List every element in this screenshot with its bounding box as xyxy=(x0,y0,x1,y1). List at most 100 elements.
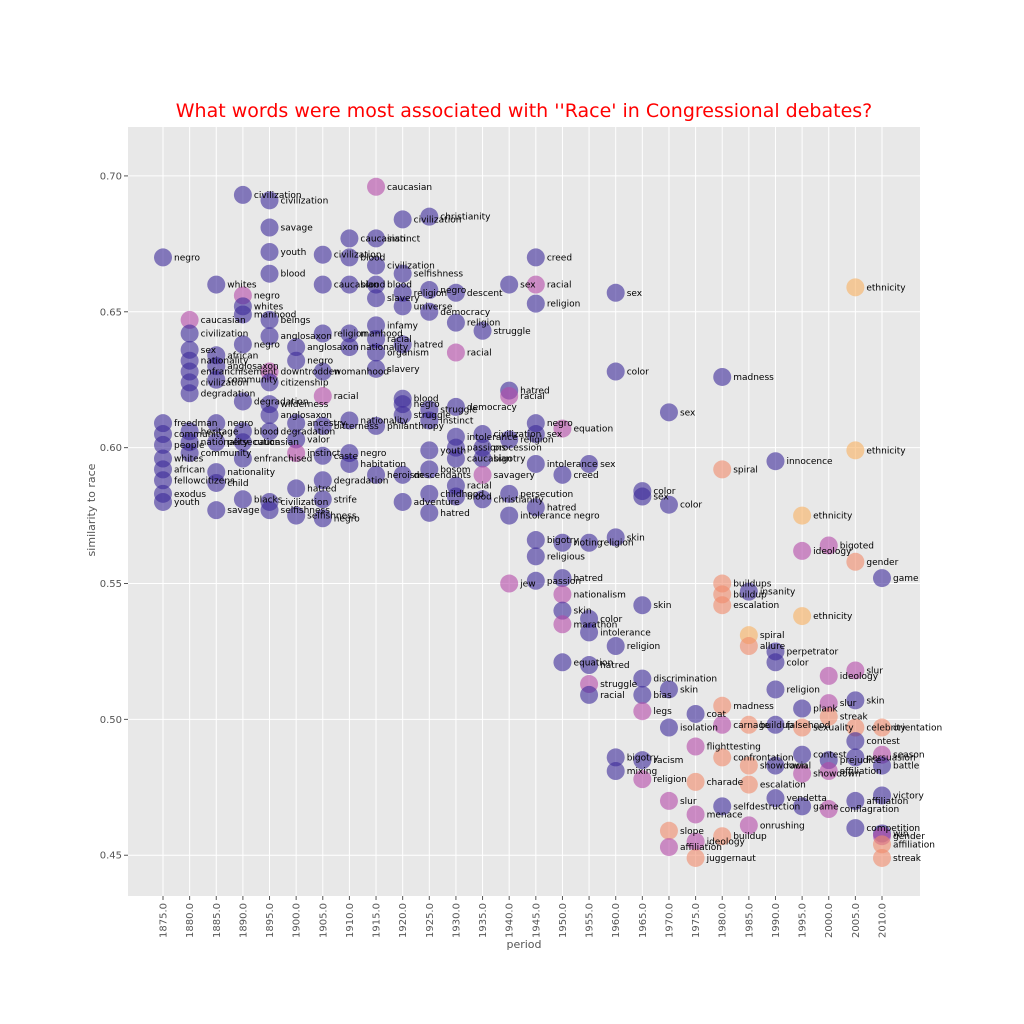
data-point xyxy=(367,256,386,275)
data-label: plank xyxy=(813,705,838,715)
data-point xyxy=(287,430,306,449)
data-point xyxy=(819,666,838,685)
data-label: juggernaut xyxy=(706,854,757,864)
data-point xyxy=(287,351,306,370)
data-point xyxy=(500,387,519,406)
data-label: game xyxy=(813,802,839,812)
data-point xyxy=(180,384,199,403)
data-point xyxy=(207,275,226,294)
data-label: bitterness xyxy=(334,422,379,432)
data-label: enfranchised xyxy=(254,455,312,465)
data-label: blood xyxy=(467,493,492,503)
data-label: caucasian xyxy=(467,455,512,465)
data-label: struggle xyxy=(600,680,638,690)
data-label: nationality xyxy=(201,357,250,367)
data-label: color xyxy=(653,487,675,497)
data-label: ideology xyxy=(813,547,852,557)
data-point xyxy=(873,786,891,805)
data-point xyxy=(207,357,226,376)
data-label: caucasian xyxy=(387,183,432,193)
data-point xyxy=(260,191,279,210)
data-label: civilization xyxy=(387,262,435,272)
x-tick-label: 1955.0 xyxy=(585,903,596,938)
data-point xyxy=(713,715,732,734)
data-label: creed xyxy=(547,253,572,263)
data-label: civilization xyxy=(281,196,329,206)
data-point xyxy=(633,702,652,721)
y-axis-label: similarity to race xyxy=(85,463,98,556)
data-label: selfdestruction xyxy=(733,802,800,812)
data-label: democracy xyxy=(467,403,518,413)
data-label: falsehood xyxy=(786,721,830,731)
data-point xyxy=(154,248,172,267)
x-tick-label: 2000.0 xyxy=(824,903,835,938)
data-point xyxy=(420,484,439,503)
data-label: persecution xyxy=(227,438,280,448)
data-label: african xyxy=(174,465,205,475)
data-point xyxy=(739,637,758,656)
data-point xyxy=(233,305,252,324)
x-tick-label: 1910.0 xyxy=(345,903,356,938)
data-point xyxy=(846,661,865,680)
data-point xyxy=(659,403,678,422)
data-point xyxy=(367,329,386,348)
data-label: democracy xyxy=(440,308,491,318)
data-label: season xyxy=(893,751,925,761)
data-label: african xyxy=(227,351,258,361)
data-label: gender xyxy=(866,558,898,568)
data-label: streak xyxy=(893,854,922,864)
data-label: struggle xyxy=(414,411,452,421)
data-point xyxy=(367,275,386,294)
data-point xyxy=(260,264,279,283)
data-point xyxy=(287,479,306,498)
data-label: racial xyxy=(467,482,492,492)
data-label: civilization xyxy=(494,430,542,440)
data-label: heritage xyxy=(201,427,239,437)
data-point xyxy=(766,789,785,808)
data-point xyxy=(233,185,252,204)
data-label: madness xyxy=(733,702,774,712)
data-point xyxy=(180,444,199,463)
data-label: madness xyxy=(733,373,774,383)
chart-title: What words were most associated with ''R… xyxy=(176,100,873,122)
data-label: perpetrator xyxy=(786,647,838,657)
data-label: negro xyxy=(414,400,440,410)
data-point xyxy=(766,680,785,699)
data-label: bosom xyxy=(440,465,470,475)
data-label: spiral xyxy=(733,465,758,475)
data-point xyxy=(580,454,599,473)
data-label: youth xyxy=(281,248,307,258)
data-point xyxy=(367,359,386,378)
data-label: anglosaxon xyxy=(307,343,358,353)
data-point xyxy=(420,411,439,430)
data-label: sex xyxy=(547,430,563,440)
data-label: flighttesting xyxy=(707,743,761,753)
data-point xyxy=(686,848,705,867)
data-point xyxy=(606,637,625,656)
data-point xyxy=(580,533,599,552)
data-point xyxy=(659,821,678,840)
data-point xyxy=(713,460,732,479)
data-label: degradation xyxy=(254,397,309,407)
data-point xyxy=(313,490,332,509)
data-label: degradation xyxy=(201,389,256,399)
data-label: selfishness xyxy=(307,512,357,522)
data-label: color xyxy=(600,615,622,625)
data-point xyxy=(393,283,412,302)
data-point xyxy=(686,832,705,851)
data-label: fellowcitizens xyxy=(174,476,235,486)
data-point xyxy=(526,275,545,294)
data-point xyxy=(446,487,465,506)
data-label: contest xyxy=(813,751,847,761)
data-point xyxy=(713,748,732,767)
data-label: racial xyxy=(334,392,359,402)
data-label: racial xyxy=(520,392,545,402)
data-point xyxy=(819,800,838,819)
data-label: affiliation xyxy=(680,843,722,853)
data-label: universe xyxy=(414,302,453,312)
data-label: religious xyxy=(547,552,585,562)
data-label: buildup xyxy=(733,590,767,600)
data-label: community xyxy=(174,430,225,440)
data-label: win xyxy=(893,830,909,840)
data-label: mixing xyxy=(627,767,658,777)
